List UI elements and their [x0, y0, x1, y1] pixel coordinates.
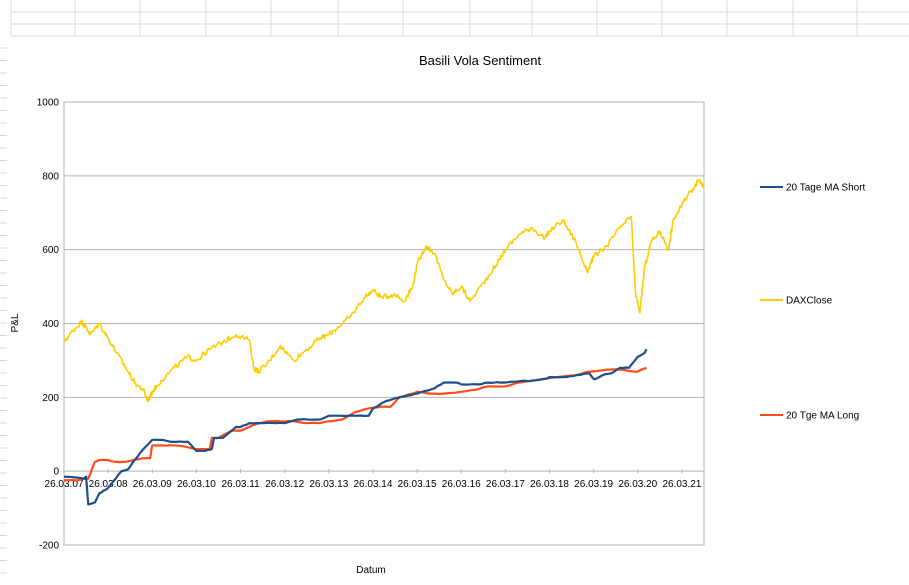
y-tick-label: 400 [42, 319, 59, 330]
x-tick-label: 26.03.19 [574, 479, 613, 490]
y-axis-ticks: -200 0 200 400 600 800 1000 [37, 98, 60, 552]
x-tick-label: 26.03.16 [442, 479, 481, 490]
x-axis-label: Datum [356, 565, 385, 576]
x-tick-label: 26.03.12 [265, 479, 304, 490]
legend: 20 Tage MA Short DAXClose 20 Tge MA Long [760, 183, 866, 422]
series-line [63, 178, 705, 403]
y-tick-label: 1000 [37, 98, 60, 109]
series-lines [63, 178, 705, 506]
x-tick-label: 26.03.18 [530, 479, 569, 490]
x-tick-label: 26.03.14 [353, 479, 392, 490]
x-tick-label: 26.03.11 [221, 479, 260, 490]
y-tick-label: 800 [42, 171, 59, 182]
chart-title: Basili Vola Sentiment [419, 53, 542, 68]
x-tick-label: 26.03.08 [89, 479, 128, 490]
legend-label: 20 Tge MA Long [786, 411, 859, 422]
y-axis-label: P&L [10, 313, 21, 332]
x-tick-label: 26.03.09 [133, 479, 172, 490]
legend-label: 20 Tage MA Short [786, 183, 866, 194]
y-tick-label: 0 [53, 467, 59, 478]
x-tick-label: 26.03.10 [177, 479, 216, 490]
y-tick-label: 600 [42, 245, 59, 256]
x-tick-label: 26.03.21 [662, 479, 701, 490]
gridlines [64, 175, 704, 472]
x-tick-label: 26.03.20 [618, 479, 657, 490]
series-line [63, 348, 648, 506]
legend-label: DAXClose [786, 296, 833, 307]
x-tick-label: 26.03.13 [309, 479, 348, 490]
x-tick-label: 26.03.17 [486, 479, 525, 490]
y-tick-label: -200 [39, 541, 59, 552]
x-axis-ticks: 26.03.07 26.03.08 26.03.09 26.03.10 26.03.11… [45, 469, 702, 490]
x-tick-label: 26.03.15 [398, 479, 437, 490]
x-tick-label: 26.03.07 [45, 479, 84, 490]
y-tick-label: 200 [42, 393, 59, 404]
